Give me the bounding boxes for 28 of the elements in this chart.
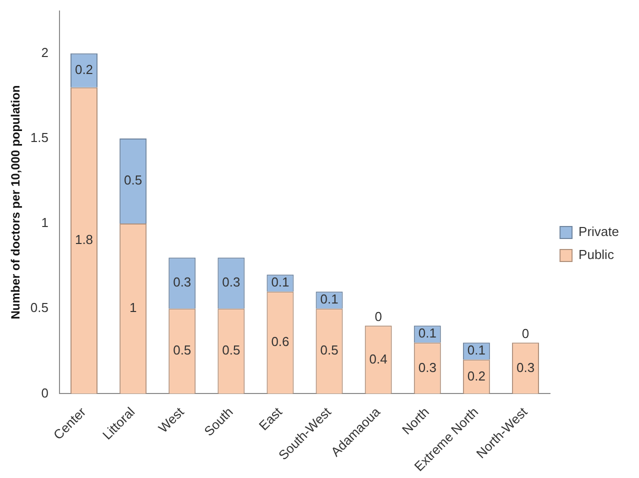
data-label: 0.4 bbox=[369, 351, 388, 366]
data-label: 0.3 bbox=[516, 360, 535, 375]
data-label: 0.5 bbox=[124, 172, 142, 188]
y-tick-label: 0 bbox=[41, 385, 48, 400]
data-label: 0.5 bbox=[222, 342, 240, 358]
data-label: 0.1 bbox=[320, 292, 338, 307]
data-label: 0.5 bbox=[320, 342, 338, 358]
y-tick-label: 2 bbox=[41, 44, 48, 60]
data-label: 0.1 bbox=[271, 274, 290, 290]
y-tick-label: 1 bbox=[41, 215, 48, 230]
data-label: 0.5 bbox=[173, 342, 192, 358]
legend-label: Public bbox=[578, 247, 614, 262]
data-label: 0.1 bbox=[418, 326, 436, 341]
data-label: 0.3 bbox=[173, 274, 192, 290]
y-tick-label: 0.5 bbox=[30, 300, 48, 316]
data-label: 0.1 bbox=[467, 342, 486, 358]
legend-label: Private bbox=[578, 224, 620, 240]
data-label: 0.2 bbox=[74, 62, 94, 77]
data-label: 0.3 bbox=[418, 360, 436, 375]
data-label: 0.6 bbox=[271, 334, 290, 350]
data-label: 1 bbox=[129, 300, 137, 316]
data-label: 0 bbox=[374, 309, 382, 324]
y-axis-title: Number of doctors per 10,000 population bbox=[8, 85, 23, 320]
data-label: 0 bbox=[522, 326, 530, 342]
data-label: 0.2 bbox=[467, 368, 486, 384]
data-label: 1.8 bbox=[74, 232, 94, 248]
data-label: 0.3 bbox=[222, 274, 240, 290]
y-tick-label: 1.5 bbox=[30, 130, 48, 146]
